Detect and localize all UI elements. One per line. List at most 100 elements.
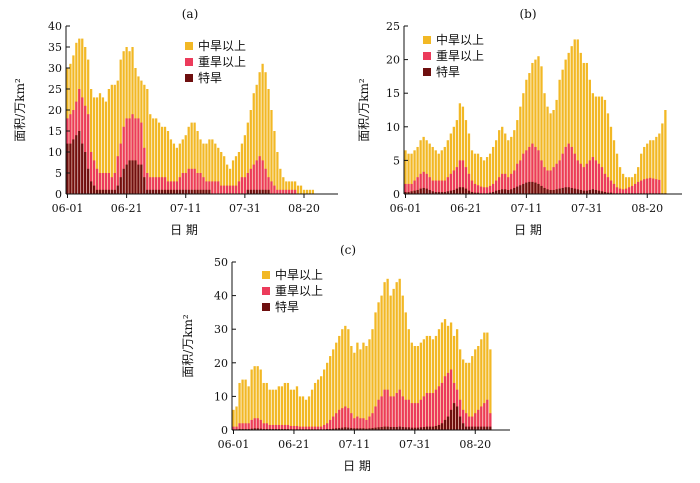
bar-severe-plus	[265, 423, 268, 430]
bar-extreme	[564, 187, 567, 194]
bar-severe-plus	[440, 180, 443, 194]
bar-extreme	[440, 191, 443, 194]
bar-severe-plus	[146, 173, 149, 194]
bar-moderate-plus	[480, 339, 483, 430]
bar-moderate-plus	[477, 346, 480, 430]
bar-moderate-plus	[202, 143, 205, 194]
bar-severe-plus	[368, 416, 371, 430]
bar-severe-plus	[329, 419, 332, 430]
bar-severe-plus	[603, 173, 607, 194]
bar-moderate-plus	[440, 322, 444, 430]
bar-severe-plus	[238, 423, 241, 430]
bar-moderate-plus	[658, 133, 661, 194]
bar-severe-plus	[152, 177, 155, 194]
bar-extreme	[368, 428, 371, 430]
bar-extreme	[175, 189, 178, 194]
y-tick-label: 15	[48, 125, 62, 138]
bar-severe-plus	[422, 171, 425, 194]
bar-moderate-plus	[561, 69, 564, 194]
bar-moderate-plus	[304, 399, 308, 430]
bar-extreme	[128, 160, 131, 194]
bar-extreme	[443, 191, 446, 194]
bar-extreme	[362, 428, 365, 430]
bar-moderate-plus	[305, 189, 309, 194]
bar-moderate-plus	[594, 96, 598, 194]
bar-extreme	[107, 189, 110, 194]
bar-extreme	[134, 160, 137, 194]
bar-moderate-plus	[440, 150, 443, 194]
bar-severe-plus	[256, 418, 259, 430]
bar-extreme	[410, 191, 413, 194]
bar-severe-plus	[537, 150, 540, 194]
bar-severe-plus	[119, 143, 122, 194]
legend-label: 中旱以上	[275, 267, 323, 282]
bar-extreme	[437, 191, 440, 194]
chart-panel-b: 0 5 10 15 20 25 06-01 06-21 07-11 07-31 08-20 (b) 日 …	[357, 7, 682, 237]
bar-severe-plus	[591, 157, 595, 194]
bar-extreme	[567, 187, 570, 194]
bar-moderate-plus	[231, 160, 235, 194]
bar-severe-plus	[223, 185, 226, 194]
bar-moderate-plus	[395, 282, 398, 430]
bar-severe-plus	[498, 177, 501, 194]
bar-extreme	[271, 428, 274, 430]
bar-extreme	[597, 190, 601, 194]
x-axis-title: 日 期	[343, 459, 371, 473]
legend-label: 重旱以上	[275, 284, 323, 298]
bar-moderate-plus	[101, 97, 105, 194]
bar-moderate-plus	[252, 93, 255, 194]
y-tick-label: 35	[48, 41, 62, 54]
bar-moderate-plus	[552, 110, 555, 194]
bar-severe-plus	[413, 403, 416, 430]
bar-moderate-plus	[655, 136, 658, 194]
bar-moderate-plus	[262, 382, 265, 430]
bar-extreme	[347, 427, 350, 430]
bar-severe-plus	[522, 153, 525, 194]
bar-moderate-plus	[196, 131, 199, 194]
bar-severe-plus	[262, 423, 265, 430]
bar-moderate-plus	[479, 157, 483, 194]
bar-moderate-plus	[431, 146, 434, 194]
bar-moderate-plus	[302, 189, 306, 194]
bar-moderate-plus	[371, 329, 374, 430]
bar-severe-plus	[285, 189, 288, 194]
bar-severe-plus	[166, 181, 170, 194]
bar-severe-plus	[546, 170, 549, 194]
panel-label: (a)	[182, 7, 199, 21]
bar-severe-plus	[279, 189, 282, 194]
bar-extreme	[101, 189, 105, 194]
bar-moderate-plus	[279, 168, 282, 194]
bar-severe-plus	[564, 146, 567, 194]
bar-moderate-plus	[296, 185, 300, 194]
bar-moderate-plus	[476, 153, 480, 194]
bar-moderate-plus	[464, 120, 468, 194]
bar-severe-plus	[211, 181, 214, 194]
x-tick-label: 08-20	[459, 438, 491, 451]
bar-moderate-plus	[291, 181, 294, 194]
bar-severe-plus	[107, 173, 110, 194]
bar-extreme	[190, 189, 193, 194]
bar-severe-plus	[555, 163, 558, 194]
bar-extreme	[131, 160, 134, 194]
bar-severe-plus	[474, 413, 477, 430]
bar-extreme	[75, 135, 78, 194]
bar-extreme	[202, 189, 205, 194]
bar-severe-plus	[101, 173, 105, 194]
bar-extreme	[205, 189, 208, 194]
bar-severe-plus	[443, 376, 447, 430]
bar-extreme	[531, 181, 534, 194]
bar-extreme	[78, 131, 81, 194]
bar-extreme	[582, 190, 585, 194]
bar-extreme	[146, 189, 149, 194]
bar-severe-plus	[359, 418, 362, 430]
bar-moderate-plus	[507, 140, 510, 194]
bar-moderate-plus	[289, 389, 293, 430]
bar-extreme	[152, 189, 155, 194]
bar-severe-plus	[217, 181, 220, 194]
bar-extreme	[455, 406, 459, 430]
bar-moderate-plus	[392, 288, 395, 430]
bar-severe-plus	[398, 389, 401, 430]
bar-extreme	[277, 428, 280, 430]
bar-moderate-plus	[113, 84, 116, 194]
bar-extreme	[516, 186, 519, 194]
